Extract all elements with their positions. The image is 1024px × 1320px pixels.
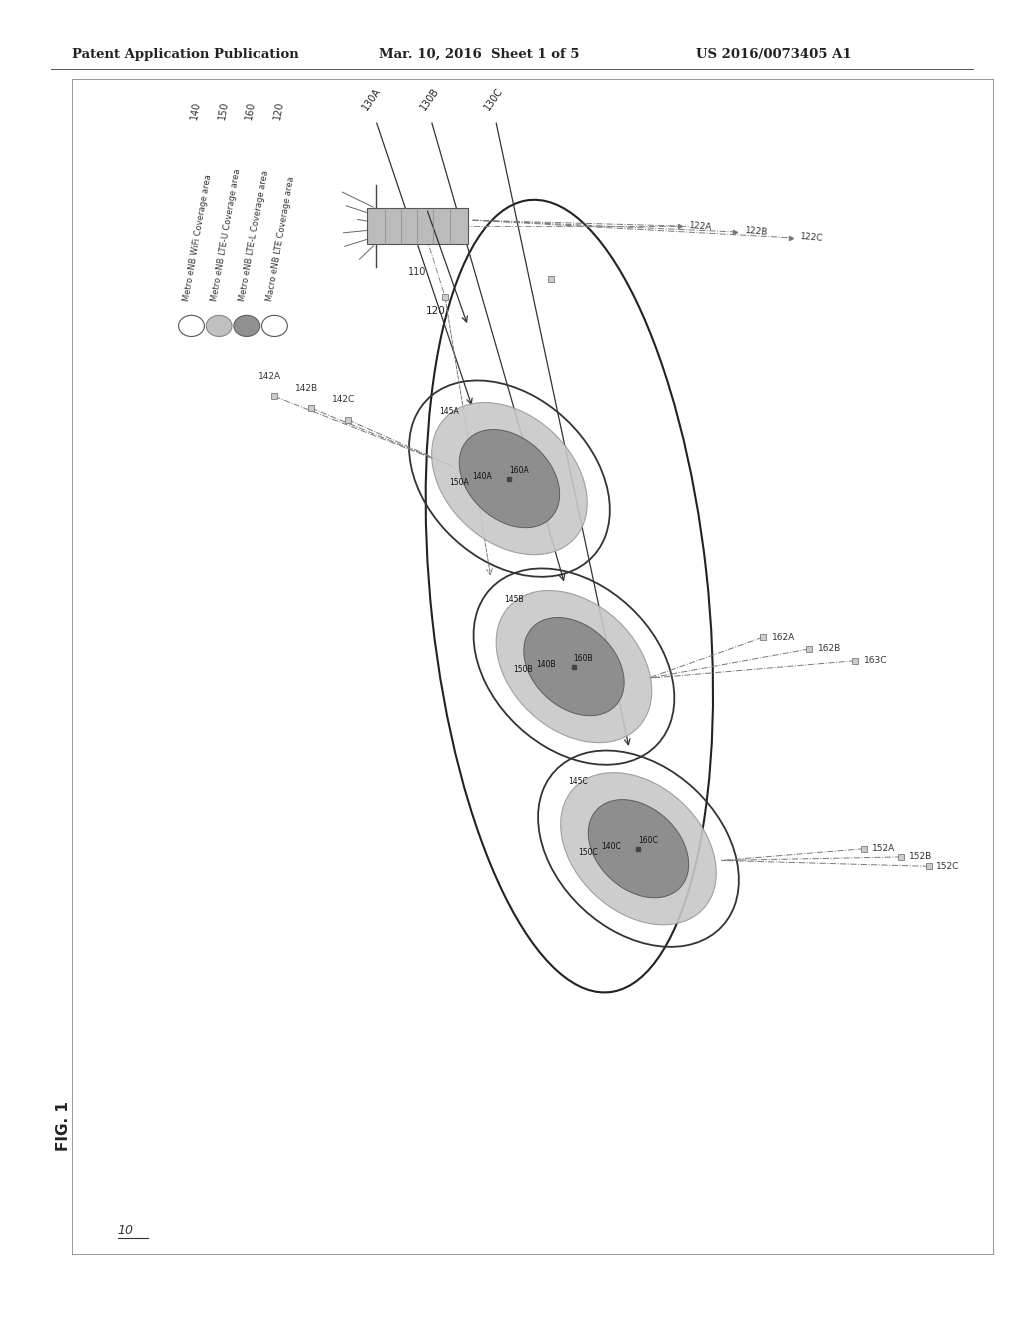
Text: 145A: 145A xyxy=(439,407,460,416)
Text: US 2016/0073405 A1: US 2016/0073405 A1 xyxy=(696,48,852,61)
Text: 120: 120 xyxy=(426,306,445,317)
Ellipse shape xyxy=(588,800,689,898)
Text: 122C: 122C xyxy=(800,232,823,243)
Text: 163C: 163C xyxy=(864,656,888,665)
Text: 140A: 140A xyxy=(472,471,492,480)
Text: 160C: 160C xyxy=(638,836,657,845)
Text: 110: 110 xyxy=(409,267,426,277)
Text: 160B: 160B xyxy=(573,653,593,663)
Text: 122B: 122B xyxy=(744,227,768,238)
Ellipse shape xyxy=(206,315,232,337)
Text: 10: 10 xyxy=(118,1224,134,1237)
Text: Metro eNB LTE-L Coverage area: Metro eNB LTE-L Coverage area xyxy=(238,170,270,302)
Text: 140B: 140B xyxy=(537,660,556,669)
Text: 150A: 150A xyxy=(449,478,469,487)
Text: Macro eNB LTE Coverage area: Macro eNB LTE Coverage area xyxy=(265,176,296,302)
Text: 162A: 162A xyxy=(772,632,796,642)
Text: 152A: 152A xyxy=(871,845,895,853)
Text: Mar. 10, 2016  Sheet 1 of 5: Mar. 10, 2016 Sheet 1 of 5 xyxy=(379,48,580,61)
Ellipse shape xyxy=(459,429,560,528)
Text: 130B: 130B xyxy=(418,86,440,112)
Text: 150B: 150B xyxy=(513,665,534,675)
Text: 150C: 150C xyxy=(578,847,598,857)
Text: 140: 140 xyxy=(189,100,202,120)
Ellipse shape xyxy=(233,315,260,337)
Text: 160A: 160A xyxy=(509,466,528,475)
Text: 130A: 130A xyxy=(359,86,383,112)
Text: Metro eNB LTE-U Coverage area: Metro eNB LTE-U Coverage area xyxy=(210,169,243,302)
Text: 145C: 145C xyxy=(568,777,589,787)
Bar xyxy=(367,209,468,244)
Text: 142C: 142C xyxy=(332,395,355,404)
Text: 142A: 142A xyxy=(258,372,282,380)
Text: 130C: 130C xyxy=(482,86,505,112)
Text: 120: 120 xyxy=(272,100,285,120)
Text: 122A: 122A xyxy=(689,220,713,231)
Text: 152B: 152B xyxy=(908,853,932,862)
Text: 140C: 140C xyxy=(601,842,621,850)
Ellipse shape xyxy=(523,618,625,715)
Ellipse shape xyxy=(497,590,651,743)
Text: Metro eNB WiFi Coverage area: Metro eNB WiFi Coverage area xyxy=(182,174,214,302)
Ellipse shape xyxy=(432,403,587,554)
Text: 162B: 162B xyxy=(818,644,842,653)
Text: 142B: 142B xyxy=(295,384,318,392)
Ellipse shape xyxy=(561,772,716,925)
Text: 152C: 152C xyxy=(936,862,959,871)
Text: 145B: 145B xyxy=(504,595,524,605)
Text: 160: 160 xyxy=(245,100,257,120)
Text: Patent Application Publication: Patent Application Publication xyxy=(72,48,298,61)
Text: FIG. 1: FIG. 1 xyxy=(56,1101,72,1151)
Text: 150: 150 xyxy=(217,100,229,120)
